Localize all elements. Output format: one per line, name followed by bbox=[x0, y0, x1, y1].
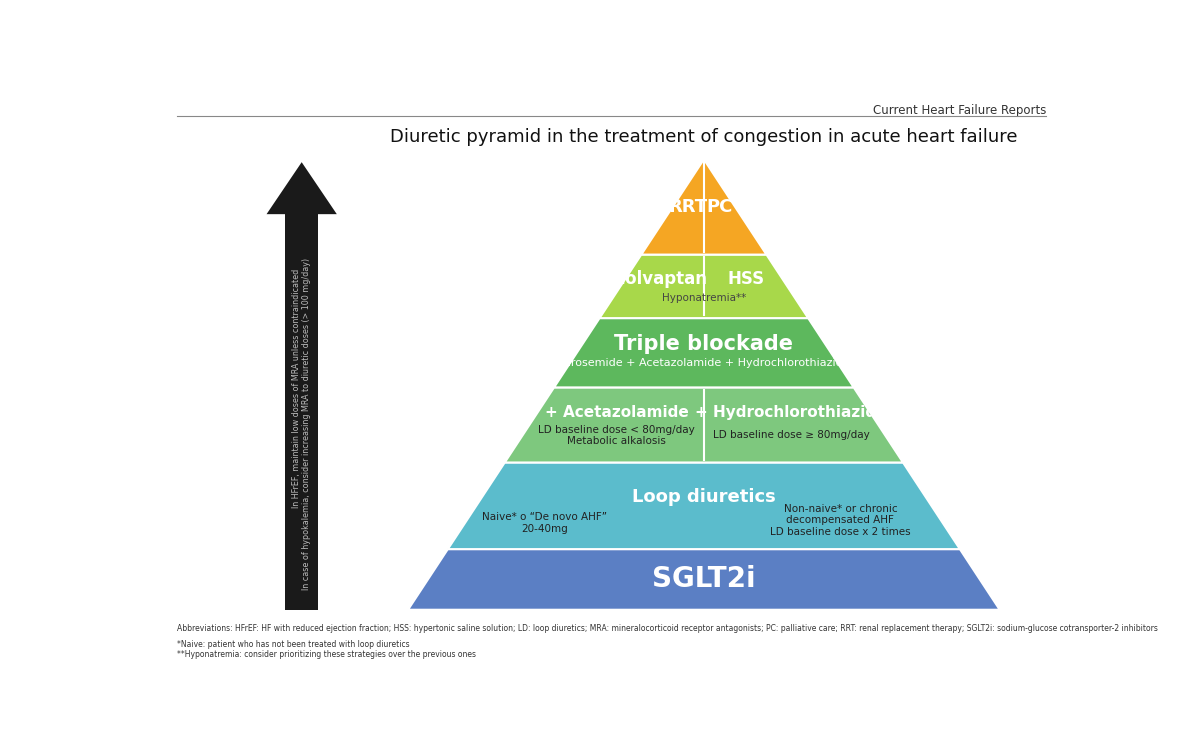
Polygon shape bbox=[505, 388, 903, 463]
Text: Triple blockade: Triple blockade bbox=[614, 334, 793, 354]
Text: Hyponatremia**: Hyponatremia** bbox=[662, 293, 746, 303]
Text: Current Heart Failure Reports: Current Heart Failure Reports bbox=[872, 104, 1046, 118]
Text: Loop diuretics: Loop diuretics bbox=[632, 488, 775, 506]
Text: PC: PC bbox=[706, 198, 733, 216]
Text: Furosemide + Acetazolamide + Hydrochlorothiazide: Furosemide + Acetazolamide + Hydrochloro… bbox=[558, 358, 849, 368]
Polygon shape bbox=[642, 159, 766, 254]
Text: *Naive: patient who has not been treated with loop diuretics: *Naive: patient who has not been treated… bbox=[177, 640, 409, 649]
Polygon shape bbox=[285, 214, 319, 610]
Text: LD baseline dose < 80mg/day
Metabolic alkalosis: LD baseline dose < 80mg/day Metabolic al… bbox=[538, 424, 696, 446]
Text: Tolvaptan: Tolvaptan bbox=[617, 271, 707, 289]
Text: Diuretic pyramid in the treatment of congestion in acute heart failure: Diuretic pyramid in the treatment of con… bbox=[390, 128, 1018, 146]
Text: RRT: RRT bbox=[668, 198, 707, 216]
Text: Non-naive* or chronic
decompensated AHF
LD baseline dose x 2 times: Non-naive* or chronic decompensated AHF … bbox=[771, 504, 910, 537]
Polygon shape bbox=[447, 463, 960, 549]
Polygon shape bbox=[554, 318, 854, 388]
Polygon shape bbox=[266, 162, 336, 214]
Text: In case of hypokalemia, consider increasing MRA to diuretic doses (> 100 mg/day): In case of hypokalemia, consider increas… bbox=[302, 257, 311, 590]
Text: Abbreviations: HFrEF: HF with reduced ejection fraction; HSS: hypertonic saline : Abbreviations: HFrEF: HF with reduced ej… bbox=[177, 624, 1157, 633]
Polygon shape bbox=[408, 549, 1000, 610]
Text: + Acetazolamide: + Acetazolamide bbox=[545, 405, 688, 420]
Polygon shape bbox=[600, 254, 808, 318]
Text: HSS: HSS bbox=[727, 271, 765, 289]
Text: + Hydrochlorothiazide: + Hydrochlorothiazide bbox=[696, 405, 886, 420]
Text: SGLT2i: SGLT2i bbox=[653, 566, 755, 593]
Text: In HFrEF, maintain low doses of MRA unless contraindicated: In HFrEF, maintain low doses of MRA unle… bbox=[292, 269, 301, 509]
Text: **Hyponatremia: consider prioritizing these strategies over the previous ones: **Hyponatremia: consider prioritizing th… bbox=[177, 650, 476, 659]
Text: LD baseline dose ≥ 80mg/day: LD baseline dose ≥ 80mg/day bbox=[712, 430, 870, 440]
Text: Naive* o “De novo AHF”
20-40mg: Naive* o “De novo AHF” 20-40mg bbox=[482, 512, 607, 534]
